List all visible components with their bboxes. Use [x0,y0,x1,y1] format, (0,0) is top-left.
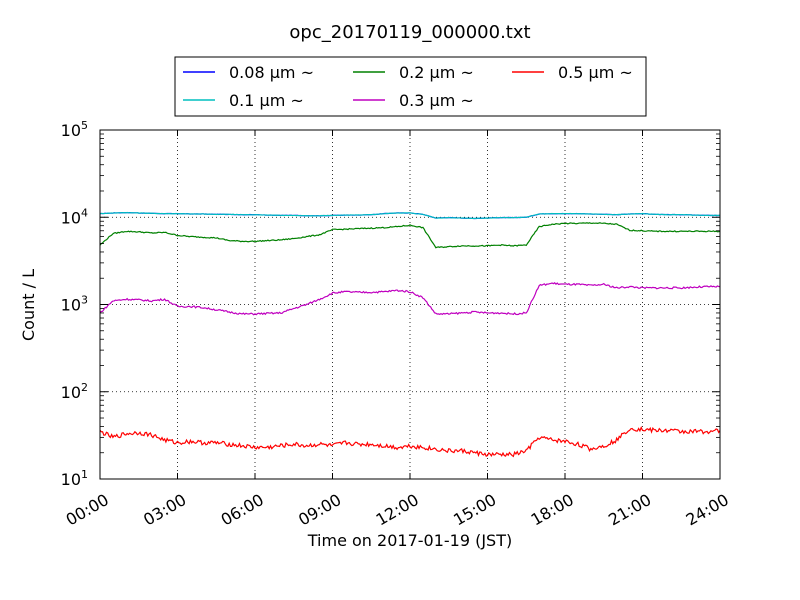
series-line [99,426,721,458]
y-axis-label: Count / L [19,269,38,341]
y-tick-label: 101 [61,468,88,489]
x-tick-label: 03:00 [140,490,189,530]
y-tick-label: 104 [61,206,88,227]
x-tick-label: 21:00 [605,490,654,530]
legend-entry-label: 0.1 μm ~ [229,91,304,110]
legend: 0.08 μm ~ 0.1 μm ~ 0.2 μm ~ 0.3 μm ~ 0.5 μm … [174,56,647,117]
series-line [99,222,721,249]
y-tick-label: 105 [61,119,88,140]
series-line [99,282,721,316]
x-axis-label: Time on 2017-01-19 (JST) [307,531,512,550]
plot-area [99,129,721,480]
y-tick-labels: 101 102 103 104 105 [61,119,88,489]
x-tick-label: 12:00 [373,490,422,530]
legend-entry-label: 0.3 μm ~ [399,91,474,110]
x-tick-label: 06:00 [218,490,267,530]
grid-lines [100,130,720,479]
x-tick-label: 15:00 [450,490,499,530]
y-tick-label: 103 [61,294,88,315]
legend-entry-label: 0.5 μm ~ [558,63,633,82]
plot-frame [99,129,721,480]
series-lines [99,211,721,458]
x-tick-label: 00:00 [63,490,112,530]
x-tick-label: 09:00 [295,490,344,530]
legend-entry-label: 0.08 μm ~ [229,63,314,82]
x-tick-label: 18:00 [528,490,577,530]
legend-entry-label: 0.2 μm ~ [399,63,474,82]
chart-title: opc_20170119_000000.txt [289,22,530,43]
x-tick-labels: 00:00 03:00 06:00 09:00 12:00 15:00 18:00 21:00… [63,490,732,530]
x-tick-label: 24:00 [683,490,732,530]
y-tick-label: 102 [61,381,88,402]
series-line [99,212,721,220]
